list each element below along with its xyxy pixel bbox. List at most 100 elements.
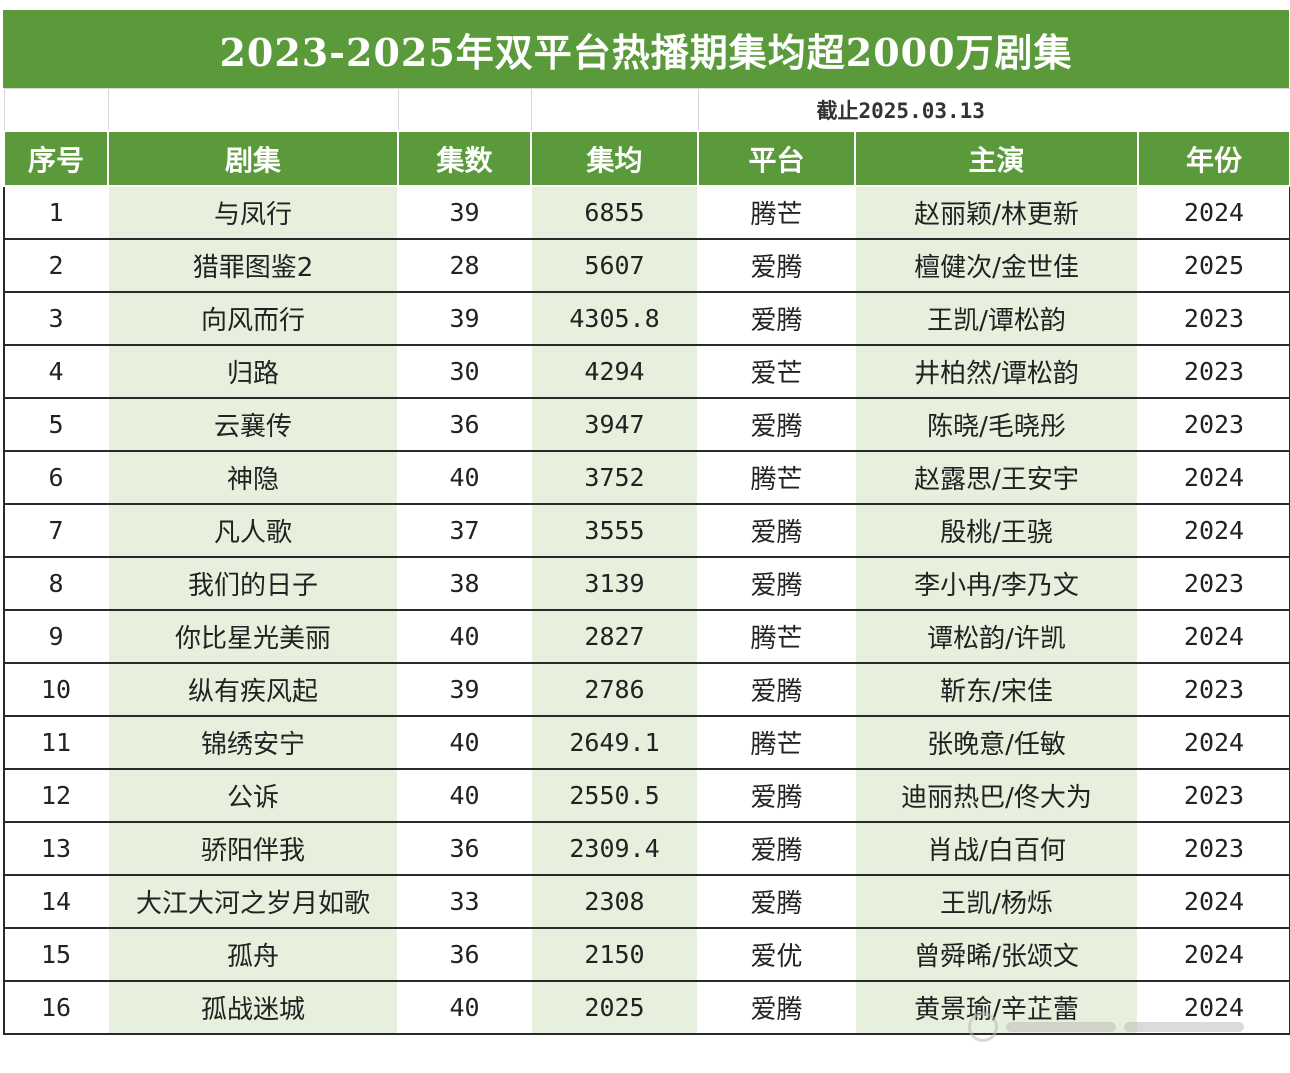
cell-avg: 2308 bbox=[530, 874, 699, 929]
cell-cast: 曾舜晞/张颂文 bbox=[854, 927, 1139, 982]
cell-drama: 归路 bbox=[107, 344, 399, 399]
cell-episodes: 40 bbox=[397, 715, 532, 770]
table-row: 15 孤舟 36 2150 爱优 曾舜晞/张颂文 2024 bbox=[3, 927, 1290, 982]
cell-rank: 8 bbox=[3, 556, 109, 611]
cell-drama: 纵有疾风起 bbox=[107, 662, 399, 717]
cell-year: 2024 bbox=[1137, 185, 1290, 240]
cell-avg: 2649.1 bbox=[530, 715, 699, 770]
cell-episodes: 40 bbox=[397, 450, 532, 505]
cell-drama: 猎罪图鉴2 bbox=[107, 238, 399, 293]
cell-year: 2023 bbox=[1137, 344, 1290, 399]
cell-year: 2023 bbox=[1137, 397, 1290, 452]
table-row: 9 你比星光美丽 40 2827 腾芒 谭松韵/许凯 2024 bbox=[3, 609, 1290, 664]
watermark-bar bbox=[1006, 1022, 1116, 1032]
header-row: 序号 剧集 集数 集均 平台 主演 年份 bbox=[3, 130, 1290, 187]
cell-platform: 爱腾 bbox=[697, 662, 856, 717]
cell-cast: 殷桃/王骁 bbox=[854, 503, 1139, 558]
cell-cast: 王凯/杨烁 bbox=[854, 874, 1139, 929]
cell-drama: 云襄传 bbox=[107, 397, 399, 452]
cell-episodes: 33 bbox=[397, 874, 532, 929]
cell-platform: 爱腾 bbox=[697, 821, 856, 876]
cell-avg: 5607 bbox=[530, 238, 699, 293]
cell-rank: 2 bbox=[3, 238, 109, 293]
cell-episodes: 39 bbox=[397, 185, 532, 240]
cell-episodes: 36 bbox=[397, 927, 532, 982]
cell-platform: 腾芒 bbox=[697, 185, 856, 240]
cell-avg: 4305.8 bbox=[530, 291, 699, 346]
cell-year: 2024 bbox=[1137, 503, 1290, 558]
cell-platform: 爱腾 bbox=[697, 238, 856, 293]
cell-rank: 9 bbox=[3, 609, 109, 664]
cell-avg: 6855 bbox=[530, 185, 699, 240]
cell-drama: 公诉 bbox=[107, 768, 399, 823]
cell-rank: 6 bbox=[3, 450, 109, 505]
cell-year: 2024 bbox=[1137, 715, 1290, 770]
cell-drama: 神隐 bbox=[107, 450, 399, 505]
cell-episodes: 39 bbox=[397, 662, 532, 717]
cell-cast: 檀健次/金世佳 bbox=[854, 238, 1139, 293]
column-header-avg[interactable]: 集均 bbox=[530, 130, 699, 187]
column-header-episodes[interactable]: 集数 bbox=[397, 130, 532, 187]
cell-year: 2023 bbox=[1137, 291, 1290, 346]
cell-avg: 3555 bbox=[530, 503, 699, 558]
cell-rank: 12 bbox=[3, 768, 109, 823]
table-row: 10 纵有疾风起 39 2786 爱腾 靳东/宋佳 2023 bbox=[3, 662, 1290, 717]
cell-year: 2025 bbox=[1137, 238, 1290, 293]
cell-cast: 王凯/谭松韵 bbox=[854, 291, 1139, 346]
cell-cast: 谭松韵/许凯 bbox=[854, 609, 1139, 664]
note-row: 截止2025.03.13 bbox=[3, 88, 1290, 132]
cell-cast: 赵丽颖/林更新 bbox=[854, 185, 1139, 240]
cell-drama: 骄阳伴我 bbox=[107, 821, 399, 876]
table-row: 1 与凤行 39 6855 腾芒 赵丽颖/林更新 2024 bbox=[3, 185, 1290, 240]
cell-avg: 3139 bbox=[530, 556, 699, 611]
cell-avg: 3947 bbox=[530, 397, 699, 452]
table-row: 2 猎罪图鉴2 28 5607 爱腾 檀健次/金世佳 2025 bbox=[3, 238, 1290, 293]
table-row: 14 大江大河之岁月如歌 33 2308 爱腾 王凯/杨烁 2024 bbox=[3, 874, 1290, 929]
cell-episodes: 38 bbox=[397, 556, 532, 611]
drama-table: 截止2025.03.13 序号 剧集 集数 集均 平台 主演 年份 1 与凤行 39… bbox=[3, 88, 1290, 1035]
cell-drama: 大江大河之岁月如歌 bbox=[107, 874, 399, 929]
table-row: 7 凡人歌 37 3555 爱腾 殷桃/王骁 2024 bbox=[3, 503, 1290, 558]
cell-episodes: 30 bbox=[397, 344, 532, 399]
cell-avg: 2786 bbox=[530, 662, 699, 717]
cell-rank: 14 bbox=[3, 874, 109, 929]
cell-drama: 与凤行 bbox=[107, 185, 399, 240]
cell-platform: 爱腾 bbox=[697, 503, 856, 558]
cell-avg: 4294 bbox=[530, 344, 699, 399]
cell-cast: 陈晓/毛晓彤 bbox=[854, 397, 1139, 452]
cell-avg: 2550.5 bbox=[530, 768, 699, 823]
table-row: 4 归路 30 4294 爱芒 井柏然/谭松韵 2023 bbox=[3, 344, 1290, 399]
column-header-cast[interactable]: 主演 bbox=[854, 130, 1139, 187]
cell-cast: 靳东/宋佳 bbox=[854, 662, 1139, 717]
cell-episodes: 36 bbox=[397, 397, 532, 452]
table-row: 16 孤战迷城 40 2025 爱腾 黄景瑜/辛芷蕾 2024 bbox=[3, 980, 1290, 1035]
cell-rank: 5 bbox=[3, 397, 109, 452]
cell-avg: 2025 bbox=[530, 980, 699, 1035]
column-header-drama[interactable]: 剧集 bbox=[107, 130, 399, 187]
cell-year: 2024 bbox=[1137, 609, 1290, 664]
cell-platform: 爱腾 bbox=[697, 397, 856, 452]
cell-platform: 爱腾 bbox=[697, 980, 856, 1035]
cell-rank: 15 bbox=[3, 927, 109, 982]
cell-avg: 3752 bbox=[530, 450, 699, 505]
cell-rank: 7 bbox=[3, 503, 109, 558]
column-header-year[interactable]: 年份 bbox=[1137, 130, 1290, 187]
column-header-platform[interactable]: 平台 bbox=[697, 130, 856, 187]
cell-avg: 2827 bbox=[530, 609, 699, 664]
cell-rank: 10 bbox=[3, 662, 109, 717]
cell-cast: 李小冉/李乃文 bbox=[854, 556, 1139, 611]
cell-platform: 腾芒 bbox=[697, 450, 856, 505]
cell-avg: 2150 bbox=[530, 927, 699, 982]
table-row: 6 神隐 40 3752 腾芒 赵露思/王安宇 2024 bbox=[3, 450, 1290, 505]
cell-episodes: 40 bbox=[397, 609, 532, 664]
cell-drama: 你比星光美丽 bbox=[107, 609, 399, 664]
drama-ranking-sheet: 2023-2025年双平台热播期集均超2000万剧集 截止2025.03.13 … bbox=[3, 10, 1290, 1035]
cell-platform: 爱腾 bbox=[697, 874, 856, 929]
table-body: 1 与凤行 39 6855 腾芒 赵丽颖/林更新 2024 2 猎罪图鉴2 28 5607 爱腾 檀健次… bbox=[3, 185, 1290, 1035]
cell-rank: 3 bbox=[3, 291, 109, 346]
cell-episodes: 28 bbox=[397, 238, 532, 293]
table-row: 13 骄阳伴我 36 2309.4 爱腾 肖战/白百何 2023 bbox=[3, 821, 1290, 876]
column-header-rank[interactable]: 序号 bbox=[3, 130, 109, 187]
cell-drama: 向风而行 bbox=[107, 291, 399, 346]
table-row: 12 公诉 40 2550.5 爱腾 迪丽热巴/佟大为 2023 bbox=[3, 768, 1290, 823]
